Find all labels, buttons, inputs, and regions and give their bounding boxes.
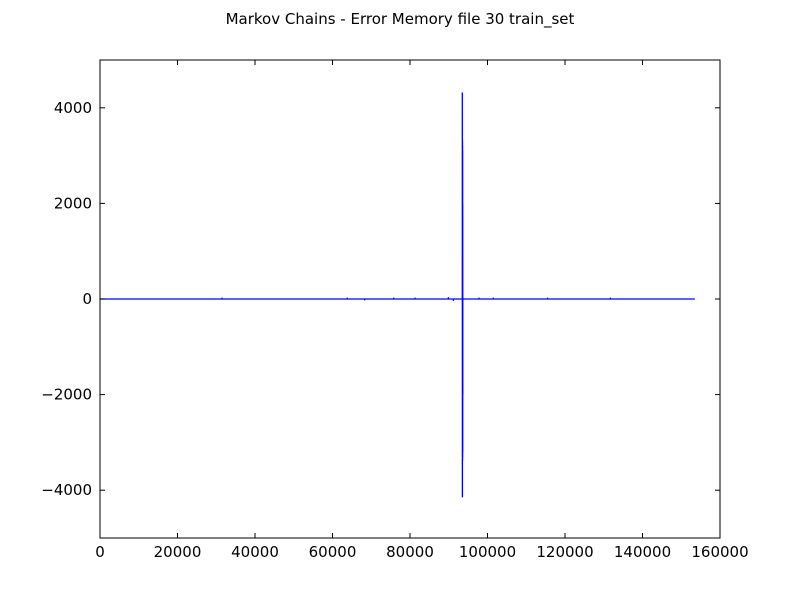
y-tick-label: 2000 [54, 194, 92, 212]
x-tick-label: 20000 [154, 543, 202, 561]
tick-layer: 0 20000 40000 60000 80000 100000 120000 140000 1… [41, 60, 749, 561]
x-tick-label: 60000 [309, 543, 357, 561]
series-layer [100, 92, 695, 498]
x-tick-label: 120000 [536, 543, 593, 561]
x-tick-label: 100000 [459, 543, 516, 561]
x-tick-label: 160000 [691, 543, 748, 561]
series-line-0 [100, 92, 695, 498]
y-tick-label: 0 [82, 290, 92, 308]
chart-title: Markov Chains - Error Memory file 30 tra… [226, 10, 575, 29]
x-tick-label: 0 [95, 543, 105, 561]
y-tick-label: −2000 [41, 386, 92, 404]
x-tick-label: 140000 [614, 543, 671, 561]
plot-frame [99, 59, 721, 539]
x-tick-label: 40000 [231, 543, 279, 561]
x-tick-label: 80000 [386, 543, 434, 561]
y-tick-label: −4000 [41, 481, 92, 499]
y-tick-label: 4000 [54, 99, 92, 117]
